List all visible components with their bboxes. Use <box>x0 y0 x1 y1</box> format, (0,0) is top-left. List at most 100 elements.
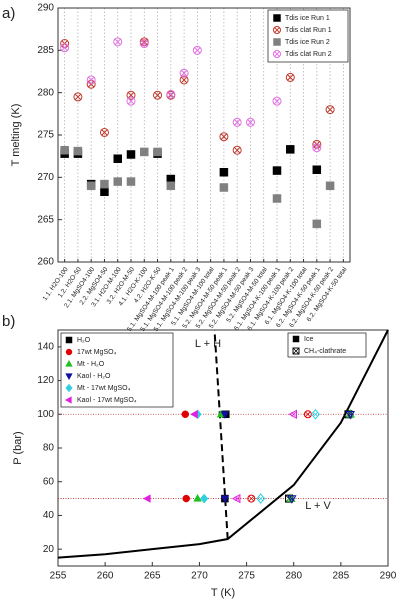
marker <box>60 145 69 155</box>
x-tick-label: 265 <box>144 571 161 582</box>
y-tick-label: 260 <box>37 257 54 268</box>
marker-shape <box>288 409 298 419</box>
legend-box <box>287 332 367 358</box>
marker <box>100 187 109 196</box>
marker-cross <box>287 74 294 81</box>
legend-marker <box>65 359 73 367</box>
marker <box>126 150 136 159</box>
marker-shape <box>126 96 136 106</box>
marker <box>287 495 297 504</box>
marker-shape <box>64 396 72 404</box>
marker-shape <box>312 165 322 174</box>
marker <box>245 117 255 127</box>
marker-cross <box>289 496 295 501</box>
marker-shape <box>312 219 322 229</box>
marker-shape <box>113 37 123 47</box>
marker <box>247 494 256 503</box>
y-tick-label: 40 <box>43 510 55 521</box>
panel-label: b) <box>2 313 15 330</box>
marker <box>179 68 189 78</box>
y-tick-label: 20 <box>43 544 55 555</box>
legend-marker <box>65 373 73 381</box>
x-tick-label: 285 <box>333 571 350 582</box>
marker <box>193 493 202 502</box>
marker-shape <box>272 96 282 106</box>
marker-shape <box>192 45 202 55</box>
marker <box>285 72 295 82</box>
marker-shape <box>65 348 73 356</box>
y-axis-label: P (bar) <box>12 431 24 464</box>
marker-shape <box>60 43 70 53</box>
marker <box>126 96 136 106</box>
marker <box>288 409 298 419</box>
marker <box>166 89 176 99</box>
marker-shape <box>181 410 190 419</box>
marker-shape <box>166 181 176 191</box>
marker-shape <box>344 410 353 419</box>
y-tick-label: 280 <box>37 87 54 98</box>
legend-label: Tdis ice Run 2 <box>285 39 330 46</box>
marker-cross <box>180 70 188 77</box>
marker-cross <box>88 76 95 84</box>
y-tick-label: 285 <box>37 45 54 56</box>
marker <box>219 168 229 177</box>
marker-cross <box>292 347 300 355</box>
marker <box>272 96 282 106</box>
marker-shape <box>86 181 96 191</box>
legend-label: Tdis clat Run 1 <box>285 27 332 34</box>
marker <box>140 147 149 157</box>
marker-cross <box>291 411 297 417</box>
x-tick-label: 275 <box>238 571 255 582</box>
marker <box>256 493 266 504</box>
marker-shape <box>273 50 281 58</box>
marker-shape <box>65 336 73 344</box>
legend-label: Mt - 17wt MgSO₄ <box>77 385 131 392</box>
legend-marker <box>273 50 281 58</box>
marker-cross <box>305 411 311 418</box>
marker <box>272 194 282 203</box>
marker-shape <box>153 147 162 157</box>
marker-cross <box>313 144 320 151</box>
marker <box>73 146 83 156</box>
marker-shape <box>113 154 122 163</box>
marker <box>73 92 83 102</box>
marker-shape <box>325 105 335 115</box>
marker-shape <box>73 92 83 102</box>
y-tick-label: 100 <box>37 409 54 420</box>
y-tick-label: 60 <box>43 476 55 487</box>
marker-shape <box>345 409 355 418</box>
marker <box>99 127 109 137</box>
x-axis-label: T (K) <box>211 587 235 599</box>
marker <box>113 177 122 186</box>
marker-cross <box>167 91 174 98</box>
marker <box>192 45 202 55</box>
marker-shape <box>247 494 256 503</box>
legend-label: Kaol - H₂O <box>77 373 111 380</box>
marker-shape <box>220 411 230 420</box>
marker <box>219 132 229 142</box>
marker-shape <box>73 146 83 156</box>
marker-shape <box>310 408 320 420</box>
x-tick-label: 260 <box>97 571 114 582</box>
marker-shape <box>232 145 242 155</box>
marker-shape <box>292 347 300 355</box>
marker-shape <box>153 90 163 100</box>
legend-marker <box>65 336 73 344</box>
marker-shape <box>182 494 190 503</box>
marker <box>113 154 122 163</box>
marker-shape <box>60 145 69 155</box>
marker-shape <box>256 493 266 504</box>
marker <box>310 408 320 420</box>
marker-cross <box>347 411 353 417</box>
legend-label: Mt - H₂O <box>77 361 105 368</box>
marker-shape <box>285 72 295 82</box>
marker-shape <box>166 89 176 99</box>
marker-shape <box>325 181 335 191</box>
panel-label: a) <box>2 5 15 22</box>
marker-shape <box>292 335 300 343</box>
marker-cross <box>194 47 201 54</box>
marker-shape <box>65 359 73 367</box>
marker <box>166 181 176 191</box>
marker-cross <box>274 27 280 33</box>
marker <box>60 43 70 53</box>
